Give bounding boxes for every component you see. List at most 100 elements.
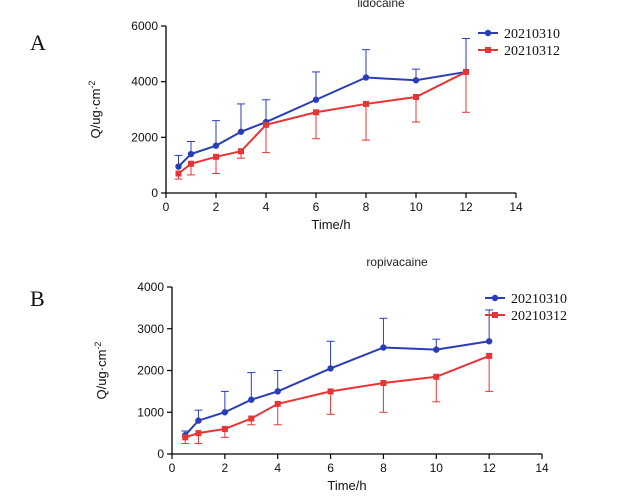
lidocaine-y-axis-label: Q/ug·cm-2: [87, 81, 103, 139]
panel-a: A lidocaine 0 2 4 6 8 10 12 14 0 2000 4000 6000 Time/…: [30, 0, 560, 232]
lidocaine-point-20210310: [175, 163, 182, 170]
lidocaine-point-20210312: [363, 100, 369, 107]
lidocaine-x-axis-label: Time/h: [311, 217, 350, 232]
lidocaine-point-20210312: [188, 160, 194, 167]
ropivacaine-legend-marker: [491, 294, 499, 302]
lidocaine-series-20210312: [174, 68, 470, 180]
lidocaine-chart: lidocaine 0 2 4 6 8 10 12 14 0 2000 4000 6000 Time/h Q…: [87, 0, 560, 232]
lidocaine-y-axis-label-exponent: -2: [87, 81, 97, 89]
ropivacaine-point-20210310: [221, 409, 229, 416]
lidocaine-error-bar: [462, 38, 470, 72]
ropivacaine-error-bar: [485, 355, 494, 392]
ropivacaine-x-tick-label: 12: [482, 461, 496, 475]
lidocaine-x-tick-label: 4: [263, 200, 270, 214]
lidocaine-title: lidocaine: [357, 0, 405, 10]
lidocaine-point-20210312: [263, 121, 269, 128]
ropivacaine-point-20210312: [380, 380, 387, 387]
lidocaine-point-20210312: [213, 153, 219, 160]
lidocaine-legend-label: 20210310: [504, 27, 560, 42]
ropivacaine-y-axis-label-exponent: -2: [93, 342, 103, 350]
ropivacaine-x-tick-label: 10: [430, 461, 444, 475]
lidocaine-point-20210312: [463, 68, 469, 75]
ropivacaine-point-20210312: [221, 425, 228, 432]
lidocaine-line-20210312: [177, 71, 467, 175]
ropivacaine-legend: 20210310 20210312: [485, 292, 567, 324]
lidocaine-y-tick-label: 2000: [131, 130, 158, 144]
lidocaine-error-bar: [262, 99, 270, 123]
lidocaine-x-tick-label: 2: [213, 200, 220, 214]
lidocaine-point-20210310: [212, 142, 220, 149]
ropivacaine-point-20210310: [433, 346, 440, 353]
ropivacaine-y-axis-label: Q/ug·cm-2: [93, 342, 109, 400]
ropivacaine-point-20210310: [248, 396, 255, 403]
ropivacaine-error-bar: [379, 317, 388, 348]
ropivacaine-y-tick-label: 2000: [137, 364, 164, 378]
ropivacaine-error-bar: [326, 340, 335, 369]
lidocaine-x-tick-label: 0: [163, 200, 170, 214]
lidocaine-error-bar: [312, 71, 320, 100]
ropivacaine-x-tick-label: 8: [380, 461, 387, 475]
lidocaine-point-20210310: [312, 96, 320, 103]
ropivacaine-error-bar: [273, 370, 282, 392]
panel-b: B ropivacaine 0 2 4 6 8 10 12 14 0 1000 2000 3000 400…: [0, 250, 638, 498]
ropivacaine-x-axis-label: Time/h: [327, 478, 366, 493]
lidocaine-point-20210312: [413, 93, 419, 100]
ropivacaine-x-tick-label: 4: [274, 461, 281, 475]
ropivacaine-point-20210310: [327, 365, 334, 372]
ropivacaine-series-20210312: [181, 352, 494, 445]
ropivacaine-error-bar: [379, 383, 388, 413]
ropivacaine-point-20210310: [274, 388, 281, 395]
lidocaine-series-20210310: [174, 38, 470, 170]
ropivacaine-series-20210310: [181, 309, 494, 439]
lidocaine-error-bar: [262, 124, 270, 154]
lidocaine-error-bar: [237, 103, 245, 132]
ropivacaine-error-bar: [220, 390, 229, 413]
ropivacaine-x-tick-label: 0: [169, 461, 176, 475]
ropivacaine-error-bar: [247, 372, 256, 400]
ropivacaine-line-20210312: [184, 354, 490, 439]
lidocaine-x-tick-label: 8: [363, 200, 370, 214]
lidocaine-legend-marker: [484, 29, 492, 37]
ropivacaine-point-20210312: [182, 434, 189, 441]
lidocaine-error-bar: [362, 103, 370, 141]
ropivacaine-point-20210312: [248, 415, 255, 422]
ropivacaine-point-20210312: [274, 400, 281, 407]
lidocaine-legend: 20210310 20210312: [478, 27, 560, 59]
ropivacaine-x-tick-label: 14: [535, 461, 549, 475]
ropivacaine-point-20210312: [195, 430, 202, 437]
lidocaine-error-bar: [362, 49, 370, 78]
lidocaine-point-20210310: [237, 128, 245, 135]
ropivacaine-error-bar: [273, 403, 282, 426]
lidocaine-point-20210310: [362, 74, 370, 81]
lidocaine-x-tick-label: 14: [509, 200, 523, 214]
ropivacaine-title: ropivacaine: [366, 255, 428, 269]
lidocaine-error-bar: [212, 120, 220, 146]
ropivacaine-point-20210310: [380, 344, 387, 351]
lidocaine-x-tick-label: 10: [409, 200, 423, 214]
lidocaine-x-tick-label: 6: [313, 200, 320, 214]
lidocaine-x-tick-label: 12: [459, 200, 473, 214]
ropivacaine-line-20210310: [184, 340, 490, 436]
lidocaine-y-tick-label: 6000: [131, 19, 158, 33]
ropivacaine-point-20210312: [486, 352, 493, 359]
lidocaine-point-20210312: [175, 170, 182, 177]
ropivacaine-y-tick-label: 0: [157, 447, 164, 461]
ropivacaine-chart: ropivacaine 0 2 4 6 8 10 12 14 0 1000 2000 3000 4000 T…: [93, 255, 567, 493]
lidocaine-legend-label: 20210312: [504, 44, 560, 59]
lidocaine-legend-marker: [485, 47, 491, 53]
ropivacaine-y-tick-label: 1000: [137, 405, 164, 419]
ropivacaine-legend-label: 20210312: [511, 309, 567, 324]
lidocaine-error-bar: [312, 112, 320, 140]
ropivacaine-x-tick-label: 2: [222, 461, 229, 475]
lidocaine-line-20210310: [177, 70, 467, 168]
ropivacaine-legend-marker: [492, 312, 498, 318]
ropivacaine-y-tick-label: 3000: [137, 322, 164, 336]
lidocaine-point-20210310: [187, 150, 195, 158]
panel-b-label: B: [30, 286, 45, 311]
lidocaine-point-20210312: [313, 109, 319, 116]
ropivacaine-error-bar: [326, 391, 335, 415]
lidocaine-point-20210312: [238, 148, 244, 155]
lidocaine-y-tick-label: 4000: [131, 75, 158, 89]
ropivacaine-x-tick-label: 6: [327, 461, 334, 475]
ropivacaine-point-20210310: [195, 417, 202, 424]
